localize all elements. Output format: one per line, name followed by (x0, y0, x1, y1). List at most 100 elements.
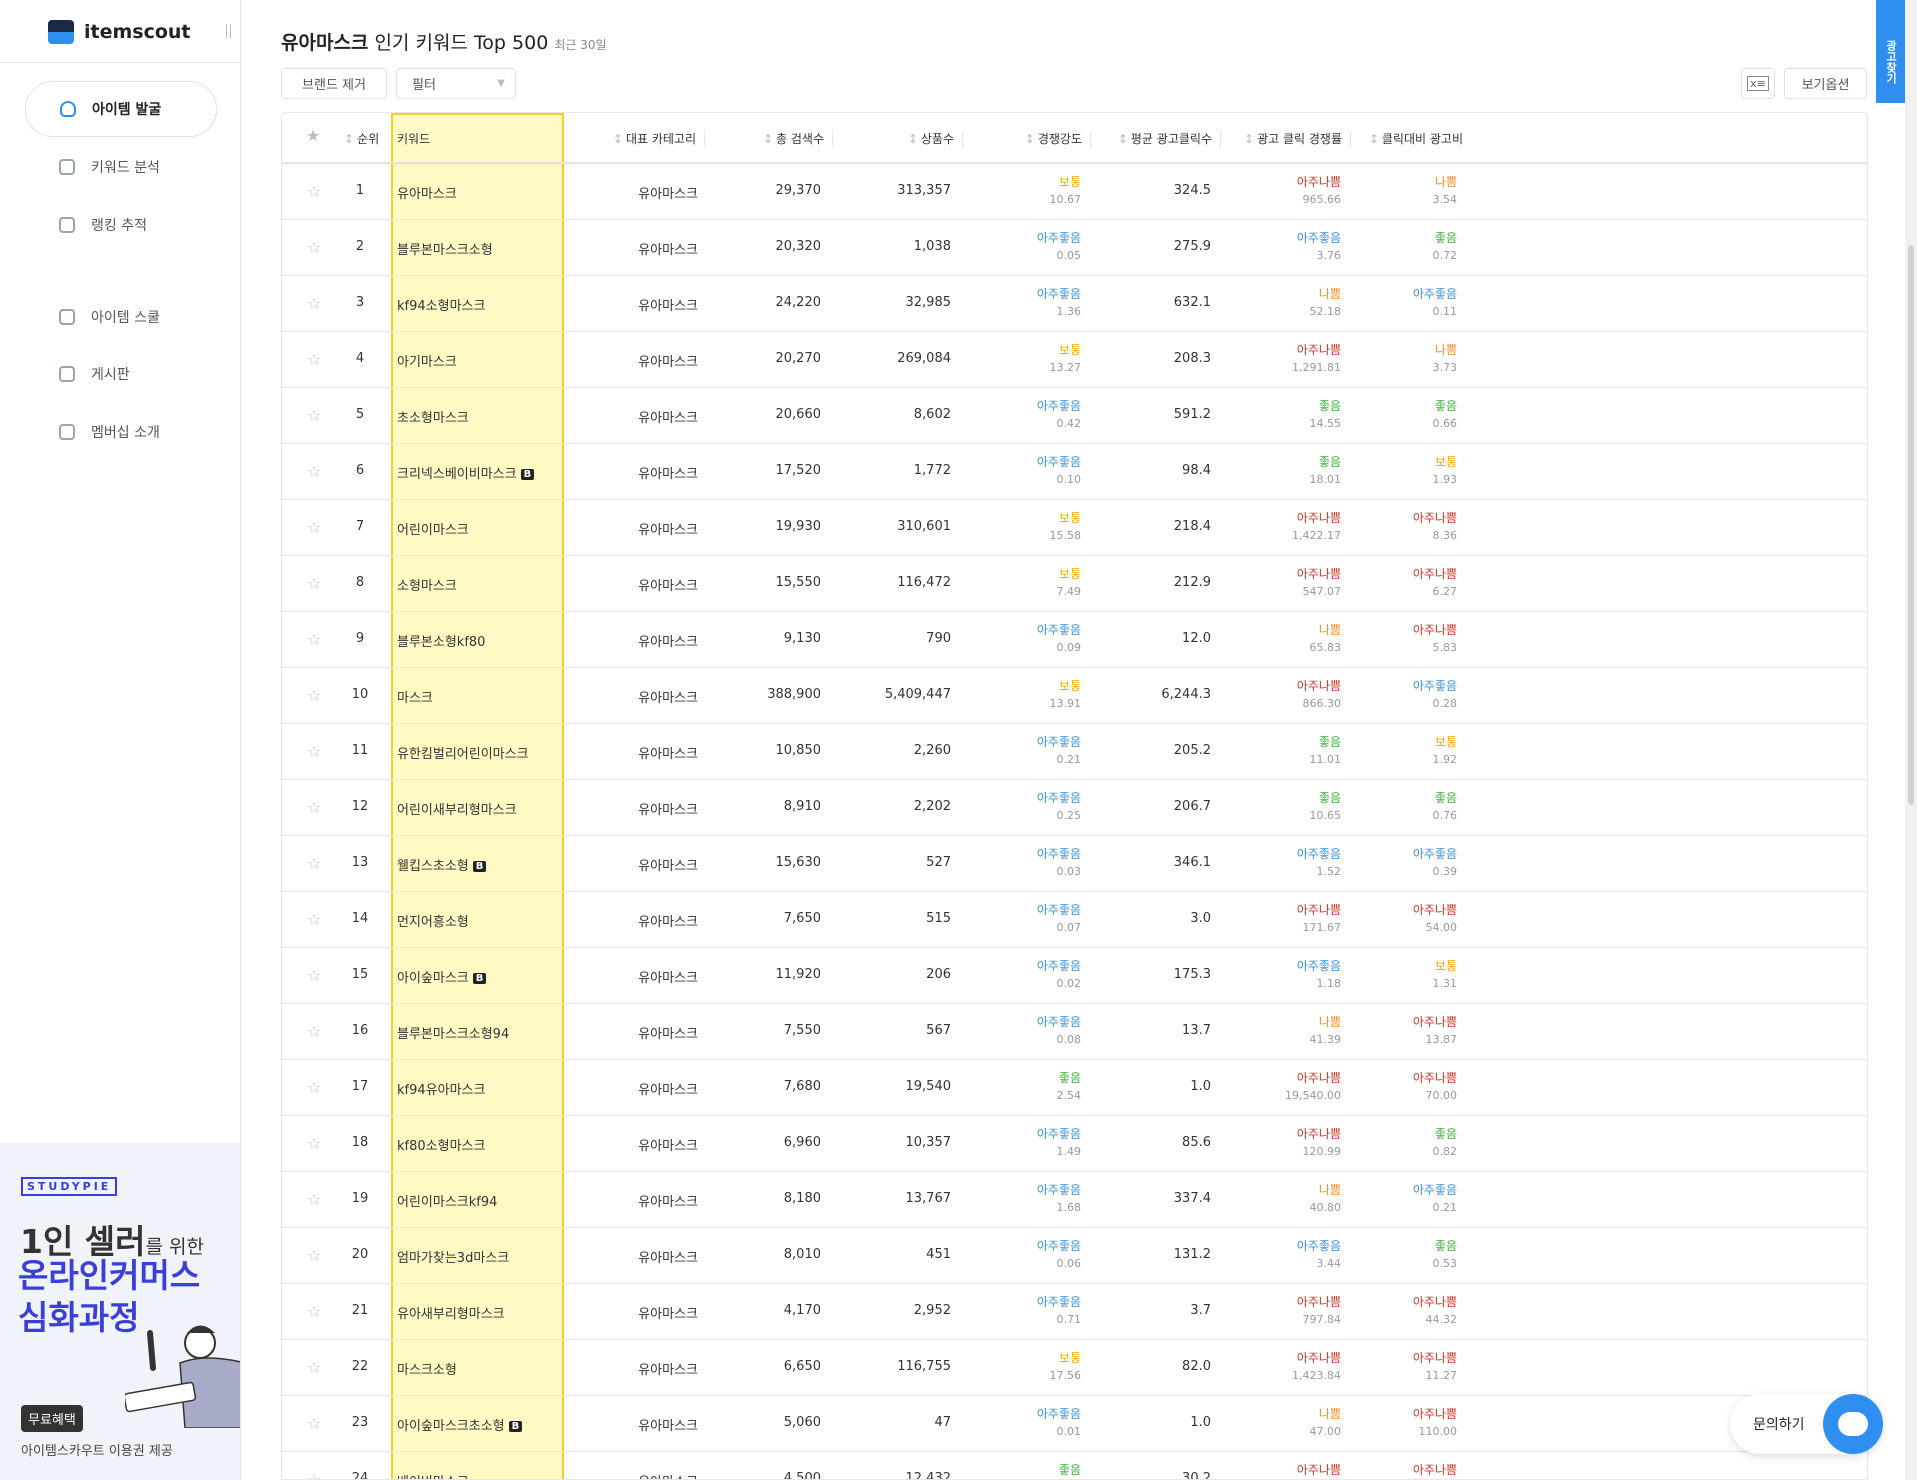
star-icon[interactable]: ☆ (307, 1470, 322, 1480)
star-icon[interactable]: ☆ (307, 1246, 322, 1265)
sidebar-item-5[interactable]: 게시판 (25, 346, 217, 402)
table-row[interactable]: ☆ 10 마스크 유아마스크 388,900 5,409,447 보통 13.91… (282, 668, 1867, 724)
keyword-link[interactable]: 소형마스크 (397, 579, 457, 594)
header-rank[interactable]: ↕ 순위 (344, 132, 380, 146)
sidebar-resize-handle[interactable] (226, 24, 231, 38)
keyword-link[interactable]: 블루본마스크소형94 (397, 1027, 510, 1042)
sidebar-item-4[interactable]: 아이템 스쿨 (25, 289, 217, 345)
brand-remove-button[interactable]: 브랜드 제거 (281, 68, 387, 99)
keyword-link[interactable]: 블루본마스크소형 (397, 243, 493, 258)
star-icon[interactable]: ☆ (307, 462, 322, 481)
star-icon[interactable]: ☆ (307, 518, 322, 537)
star-icon[interactable]: ☆ (307, 1078, 322, 1097)
table-row[interactable]: ☆ 7 어린이마스크 유아마스크 19,930 310,601 보통 15.58 … (282, 500, 1867, 556)
table-row[interactable]: ☆ 9 블루본소형kf80 유아마스크 9,130 790 아주좋음 0.09 1… (282, 612, 1867, 668)
star-icon[interactable]: ☆ (307, 1414, 322, 1433)
table-row[interactable]: ☆ 8 소형마스크 유아마스크 15,550 116,472 보통 7.49 21… (282, 556, 1867, 612)
star-icon[interactable]: ☆ (307, 966, 322, 985)
star-icon[interactable]: ☆ (307, 238, 322, 257)
keyword-link[interactable]: 어린이마스크 (397, 523, 469, 538)
keyword-link[interactable]: 유아새부리형마스크 (397, 1307, 505, 1322)
star-icon[interactable]: ☆ (307, 406, 322, 425)
keyword-link[interactable]: 블루본소형kf80 (397, 635, 486, 650)
header-category[interactable]: ↕ 대표 카테고리 (613, 130, 705, 147)
star-icon[interactable]: ☆ (307, 798, 322, 817)
table-row[interactable]: ☆ 3 kf94소형마스크 유아마스크 24,220 32,985 아주좋음 1.… (282, 276, 1867, 332)
keyword-link[interactable]: 크리넥스베이비마스크 B (397, 463, 535, 482)
table-row[interactable]: ☆ 2 블루본마스크소형 유아마스크 20,320 1,038 아주좋음 0.05… (282, 220, 1867, 276)
table-row[interactable]: ☆ 4 아기마스크 유아마스크 20,270 269,084 보통 13.27 2… (282, 332, 1867, 388)
star-icon[interactable]: ☆ (307, 1358, 322, 1377)
table-row[interactable]: ☆ 12 어린이새부리형마스크 유아마스크 8,910 2,202 아주좋음 0.… (282, 780, 1867, 836)
table-row[interactable]: ☆ 14 먼지어흥소형 유아마스크 7,650 515 아주좋음 0.07 3.0… (282, 892, 1867, 948)
scrollbar-thumb[interactable] (1908, 245, 1914, 805)
table-row[interactable]: ☆ 18 kf80소형마스크 유아마스크 6,960 10,357 아주좋음 1.… (282, 1116, 1867, 1172)
keyword-link[interactable]: 아이숲마스크초소형 B (397, 1415, 523, 1434)
header-search[interactable]: ↕ 총 검색수 (763, 130, 833, 147)
table-row[interactable]: ☆ 11 유한킴벌리어린이마스크 유아마스크 10,850 2,260 아주좋음… (282, 724, 1867, 780)
sidebar-item-1[interactable]: 아이템 발굴 (25, 81, 217, 137)
keyword-link[interactable]: 아이숲마스크 B (397, 967, 487, 986)
sidebar-item-3[interactable]: 랭킹 추적 (25, 197, 217, 253)
star-icon[interactable]: ☆ (307, 1134, 322, 1153)
category: 유아마스크 (638, 1027, 698, 1042)
star-icon[interactable]: ☆ (307, 630, 322, 649)
keyword-link[interactable]: 유아마스크 (397, 187, 457, 202)
star-icon[interactable]: ☆ (307, 574, 322, 593)
keyword-link[interactable]: 웰킵스초소형 B (397, 855, 487, 874)
star-icon[interactable]: ☆ (307, 350, 322, 369)
star-all-icon[interactable]: ★ (306, 126, 321, 145)
excel-download-button[interactable]: x≡ (1741, 68, 1775, 99)
ad-banner[interactable]: STUDYPIE 1인 셀러를 위한 온라인커머스 심화과정 무료혜택 아이템스… (0, 1143, 240, 1480)
header-cost-per-click[interactable]: ↕ 클릭대비 광고비 (1368, 132, 1463, 146)
keyword-link[interactable]: 어린이새부리형마스크 (397, 803, 517, 818)
keyword-link[interactable]: 마스크 (397, 691, 433, 706)
table-row[interactable]: ☆ 15 아이숲마스크 B 유아마스크 11,920 206 아주좋음 0.02 1… (282, 948, 1867, 1004)
inquiry-chat-button[interactable]: 문의하기 (1730, 1394, 1883, 1454)
table-row[interactable]: ☆ 13 웰킵스초소형 B 유아마스크 15,630 527 아주좋음 0.03 3… (282, 836, 1867, 892)
star-icon[interactable]: ☆ (307, 854, 322, 873)
table-row[interactable]: ☆ 20 엄마가찾는3d마스크 유아마스크 8,010 451 아주좋음 0.06… (282, 1228, 1867, 1284)
table-row[interactable]: ☆ 17 kf94유아마스크 유아마스크 7,680 19,540 좋음 2.54… (282, 1060, 1867, 1116)
table-row[interactable]: ☆ 1 유아마스크 유아마스크 29,370 313,357 보통 10.67 3… (282, 164, 1867, 220)
keyword-link[interactable]: kf94유아마스크 (397, 1083, 486, 1098)
logo[interactable]: itemscout (48, 20, 191, 44)
ad-finder-tab[interactable]: 광고찾기 (1876, 0, 1905, 103)
sidebar-item-6[interactable]: 멤버십 소개 (25, 404, 217, 460)
header-avg-clicks[interactable]: ↕ 평균 광고클릭수 (1118, 130, 1221, 147)
view-options-button[interactable]: 보기옵션 (1784, 68, 1867, 99)
keyword-link[interactable]: kf94소형마스크 (397, 299, 486, 314)
filter-dropdown[interactable]: 필터 ▼ (396, 68, 516, 99)
sidebar-item-2[interactable]: 키워드 분석 (25, 139, 217, 195)
star-icon[interactable]: ☆ (307, 686, 322, 705)
star-icon[interactable]: ☆ (307, 1302, 322, 1321)
star-icon[interactable]: ☆ (307, 742, 322, 761)
keyword-link[interactable]: 초소형마스크 (397, 411, 469, 426)
keyword-link[interactable]: 마스크소형 (397, 1363, 457, 1378)
table-row[interactable]: ☆ 22 마스크소형 유아마스크 6,650 116,755 보통 17.56 8… (282, 1340, 1867, 1396)
table-row[interactable]: ☆ 24 베이비마스크 유아마스크 4,500 12,432 좋음 30.2 아… (282, 1452, 1867, 1480)
table-row[interactable]: ☆ 6 크리넥스베이비마스크 B 유아마스크 17,520 1,772 아주좋음 0… (282, 444, 1867, 500)
header-competition[interactable]: ↕ 경쟁강도 (1025, 130, 1091, 147)
keyword-link[interactable]: 엄마가찾는3d마스크 (397, 1251, 510, 1266)
scrollbar[interactable] (1905, 0, 1917, 1480)
star-icon[interactable]: ☆ (307, 1190, 322, 1209)
star-icon[interactable]: ☆ (307, 294, 322, 313)
keyword-link[interactable]: 베이비마스크 (397, 1471, 469, 1479)
keyword-link[interactable]: 아기마스크 (397, 355, 457, 370)
keyword-link[interactable]: 먼지어흥소형 (397, 915, 469, 930)
header-click-competition[interactable]: ↕ 광고 클릭 경쟁률 (1244, 130, 1351, 147)
keyword-link[interactable]: kf80소형마스크 (397, 1139, 486, 1154)
table-row[interactable]: ☆ 21 유아새부리형마스크 유아마스크 4,170 2,952 아주좋음 0.7… (282, 1284, 1867, 1340)
header-keyword[interactable]: 키워드 (397, 132, 431, 146)
table-row[interactable]: ☆ 5 초소형마스크 유아마스크 20,660 8,602 아주좋음 0.42 5… (282, 388, 1867, 444)
star-icon[interactable]: ☆ (307, 182, 322, 201)
star-icon[interactable]: ☆ (307, 1022, 322, 1041)
keyword-link[interactable]: 유한킴벌리어린이마스크 (397, 747, 529, 762)
table-row[interactable]: ☆ 23 아이숲마스크초소형 B 유아마스크 5,060 47 아주좋음 0.01 … (282, 1396, 1867, 1452)
keyword-link[interactable]: 어린이마스크kf94 (397, 1195, 498, 1210)
star-icon[interactable]: ☆ (307, 910, 322, 929)
table-row[interactable]: ☆ 16 블루본마스크소형94 유아마스크 7,550 567 아주좋음 0.08… (282, 1004, 1867, 1060)
header-products[interactable]: ↕ 상품수 (908, 130, 963, 147)
table-row[interactable]: ☆ 19 어린이마스크kf94 유아마스크 8,180 13,767 아주좋음 1… (282, 1172, 1867, 1228)
